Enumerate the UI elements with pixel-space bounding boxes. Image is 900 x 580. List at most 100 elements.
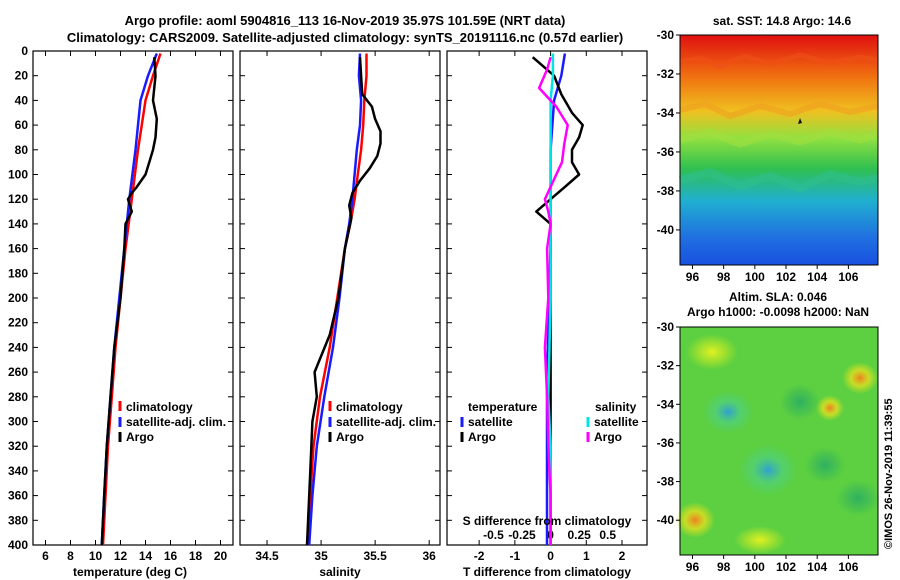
difference-plot: -2 -1 0 1 2-0.5 -0.25 0 0.25 0.5: [447, 50, 647, 563]
depth-tick-label: 140: [8, 217, 28, 231]
s-tick-label: 0.25: [567, 528, 591, 542]
x-tick-label: 2: [619, 549, 626, 563]
x-tick-label: 6: [42, 549, 49, 563]
depth-tick-label: 340: [8, 464, 28, 478]
difference-series-t-argo: [531, 56, 584, 545]
title-line-2: Climatology: CARS2009. Satellite-adjuste…: [67, 30, 623, 45]
sst-lon-label: 106: [838, 270, 858, 284]
salinity-series-satellite-adj-clim-: [307, 53, 363, 546]
depth-tick-label: 280: [8, 390, 28, 404]
x-tick-label: 20: [214, 549, 228, 563]
temperature-series-climatology: [101, 53, 162, 546]
temperature-series-satellite-adj-clim-: [100, 53, 158, 546]
depth-tick-label: 60: [15, 118, 29, 132]
s-tick-label: -0.5: [483, 528, 504, 542]
difference-series-s-argo: [537, 56, 569, 545]
imos-credit: ©IMOS 26-Nov-2019 11:39:55: [883, 398, 895, 549]
depth-tick-label: 400: [8, 538, 28, 552]
sla-lat-label: -36: [657, 436, 675, 450]
legend-salinity-title: salinity: [595, 400, 637, 414]
s-tick-label: 0.5: [599, 528, 616, 542]
title-line-1: Argo profile: aoml 5904816_113 16-Nov-20…: [125, 13, 566, 28]
sdiff-xlabel: S difference from climatology: [463, 514, 632, 528]
x-tick-label: -1: [510, 549, 521, 563]
depth-tick-label: 360: [8, 489, 28, 503]
x-tick-label: -2: [474, 549, 485, 563]
sla-map-title-1: Altim. SLA: 0.046: [729, 290, 827, 304]
legend-s-argo: Argo: [594, 430, 622, 444]
legend-t-argo: Argo: [468, 430, 496, 444]
sst-lat-label: -30: [657, 28, 675, 42]
sla-map: [675, 326, 880, 556]
x-tick-label: 10: [89, 549, 103, 563]
sla-lon-label: 96: [686, 560, 700, 574]
depth-tick-label: 100: [8, 168, 28, 182]
salinity-series-argo: [305, 57, 382, 546]
depth-tick-label: 80: [15, 143, 29, 157]
sla-lat-label: -40: [657, 513, 675, 527]
sla-lon-label: 102: [776, 560, 796, 574]
legend-satellite-adj: satellite-adj. clim.: [336, 415, 436, 429]
sst-lon-label: 100: [745, 270, 765, 284]
x-tick-label: 0: [547, 549, 554, 563]
sla-lat-label: -34: [657, 397, 675, 411]
x-tick-label: 14: [139, 549, 153, 563]
sst-lon-label: 98: [717, 270, 731, 284]
x-tick-label: 8: [67, 549, 74, 563]
salinity-legend: climatology satellite-adj. clim. Argo: [328, 400, 436, 444]
temperature-legend: climatology satellite-adj. clim. Argo: [118, 400, 226, 444]
sla-lat-label: -32: [657, 359, 675, 373]
depth-tick-label: 180: [8, 266, 28, 280]
sst-map: [678, 34, 880, 266]
x-tick-label: 16: [164, 549, 178, 563]
sla-lat-label: -38: [657, 475, 675, 489]
sst-lat-label: -38: [657, 184, 675, 198]
x-tick-label: 12: [114, 549, 128, 563]
temperature-plot: 6 8 10 12 14 16 18 20: [33, 50, 233, 563]
depth-axis: 0 20 40 60 80 100 120 140 160 180 200 220 240 260 280 3…: [8, 44, 28, 552]
sst-lat-label: -34: [657, 106, 675, 120]
sst-lon-label: 102: [776, 270, 796, 284]
x-tick-label: 36: [423, 549, 437, 563]
sla-lon-label: 98: [717, 560, 731, 574]
argo-float-marker: [798, 118, 802, 124]
legend-s-satellite: satellite: [594, 415, 639, 429]
temperature-series-argo: [100, 57, 159, 546]
salinity-xlabel: salinity: [319, 565, 361, 579]
depth-tick-label: 380: [8, 513, 28, 527]
depth-tick-label: 240: [8, 340, 28, 354]
legend-satellite-adj: satellite-adj. clim.: [126, 415, 226, 429]
salinity-plot: 34.5 35 35.5 36: [240, 50, 440, 563]
depth-tick-label: 40: [15, 93, 29, 107]
sst-lat-label: -40: [657, 223, 675, 237]
x-tick-label: 34.5: [255, 549, 279, 563]
depth-tick-label: 320: [8, 439, 28, 453]
legend-temperature-title: temperature: [468, 400, 538, 414]
x-tick-label: 1: [583, 549, 590, 563]
tdiff-xlabel: T difference from climatology: [463, 565, 631, 579]
sla-lon-label: 100: [745, 560, 765, 574]
depth-tick-label: 220: [8, 316, 28, 330]
depth-tick-label: 200: [8, 291, 28, 305]
depth-tick-label: 20: [15, 69, 29, 83]
legend-climatology: climatology: [336, 400, 403, 414]
x-tick-label: 35.5: [363, 549, 387, 563]
depth-tick-label: 260: [8, 365, 28, 379]
sla-map-title-2: Argo h1000: -0.0098 h2000: NaN: [687, 305, 869, 319]
sst-lat-label: -32: [657, 67, 675, 81]
sla-lon-label: 106: [838, 560, 858, 574]
sst-lon-label: 104: [807, 270, 827, 284]
sst-lat-label: -36: [657, 145, 675, 159]
temperature-xlabel: temperature (deg C): [73, 565, 187, 579]
temperature-panel: [32, 50, 234, 546]
depth-tick-label: 0: [21, 44, 28, 58]
legend-argo: Argo: [336, 430, 364, 444]
depth-tick-label: 120: [8, 192, 28, 206]
legend-t-satellite: satellite: [468, 415, 513, 429]
difference-series-s-satellite: [547, 53, 555, 545]
depth-tick-label: 160: [8, 242, 28, 256]
depth-tick-label: 300: [8, 415, 28, 429]
sst-map-title: sat. SST: 14.8 Argo: 14.6: [713, 14, 852, 28]
legend-climatology: climatology: [126, 400, 193, 414]
